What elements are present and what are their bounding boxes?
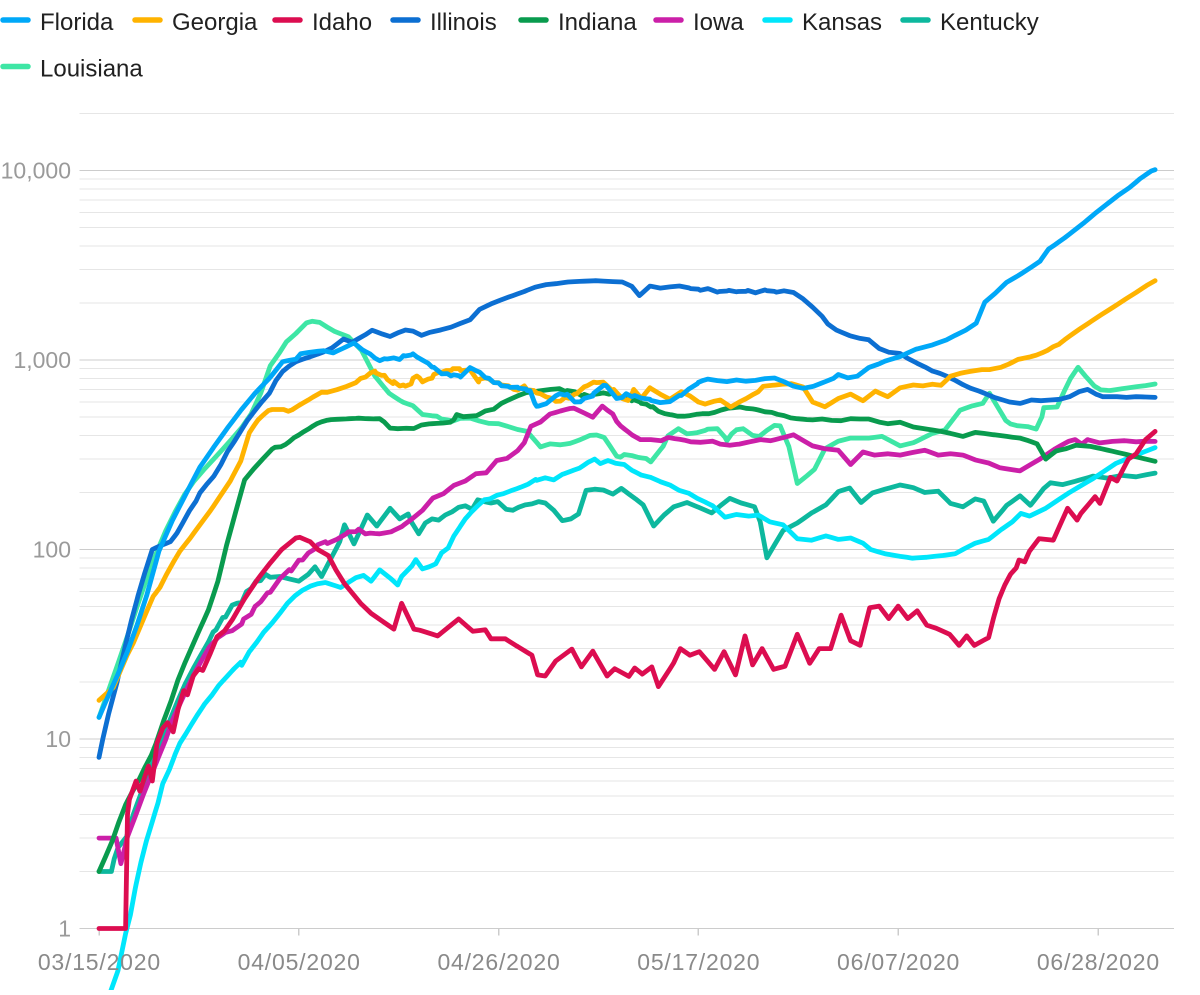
svg-text:100: 100 (33, 537, 71, 563)
svg-text:10,000: 10,000 (1, 158, 71, 184)
svg-text:Kansas: Kansas (802, 9, 882, 36)
svg-text:1: 1 (58, 916, 71, 942)
svg-text:Idaho: Idaho (312, 9, 372, 36)
svg-text:Georgia: Georgia (172, 9, 258, 36)
svg-text:Illinois: Illinois (430, 9, 497, 36)
svg-text:06/28/2020: 06/28/2020 (1037, 949, 1160, 975)
svg-text:06/07/2020: 06/07/2020 (837, 949, 960, 975)
svg-text:1,000: 1,000 (13, 347, 71, 373)
svg-text:05/17/2020: 05/17/2020 (637, 949, 760, 975)
svg-text:03/15/2020: 03/15/2020 (38, 949, 161, 975)
svg-text:Louisiana: Louisiana (40, 56, 143, 83)
svg-text:Florida: Florida (40, 9, 114, 36)
svg-text:04/26/2020: 04/26/2020 (437, 949, 560, 975)
svg-text:Indiana: Indiana (558, 9, 637, 36)
svg-text:Iowa: Iowa (693, 9, 744, 36)
svg-text:Kentucky: Kentucky (940, 9, 1039, 36)
svg-text:10: 10 (45, 726, 71, 752)
svg-text:04/05/2020: 04/05/2020 (238, 949, 361, 975)
